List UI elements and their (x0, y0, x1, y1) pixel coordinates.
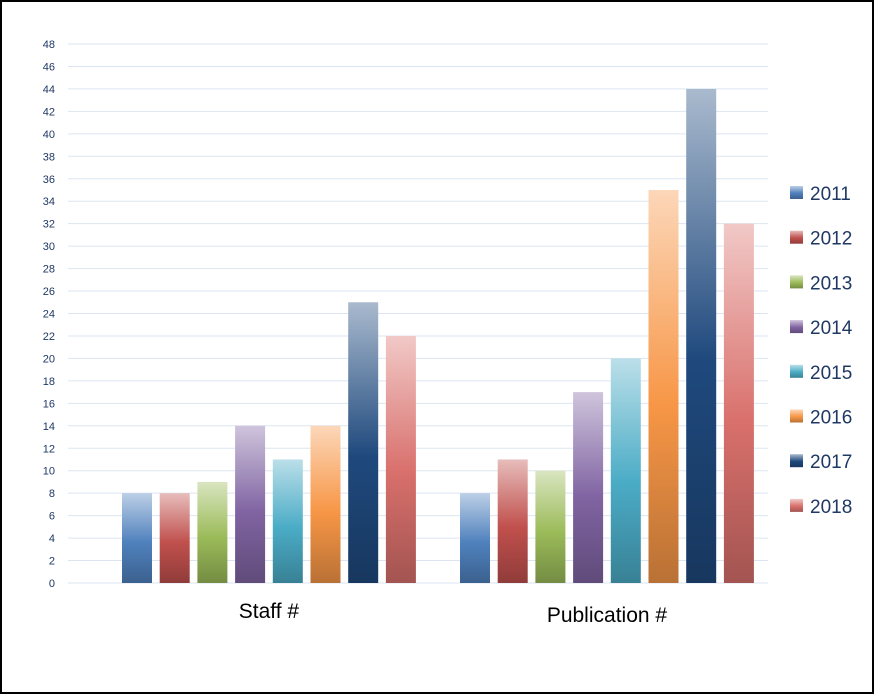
legend-label-2014: 2014 (810, 318, 853, 339)
x-category-label: Staff # (239, 600, 300, 623)
bar-2017-staff (348, 302, 379, 583)
y-tick-label: 44 (43, 84, 55, 96)
y-tick-label: 4 (49, 533, 55, 545)
bar-2016-staff (310, 425, 341, 583)
bar-2018-publication (723, 223, 754, 583)
bar-2018-staff (385, 335, 416, 583)
y-tick-label: 10 (43, 466, 55, 478)
legend-swatch-2017 (790, 454, 803, 468)
y-tick-label: 26 (43, 286, 55, 298)
y-tick-label: 30 (43, 241, 55, 253)
legend-label-2012: 2012 (810, 229, 852, 250)
y-tick-label: 36 (43, 174, 55, 186)
bar-2011-staff (122, 493, 152, 583)
bar-2013-staff (197, 481, 228, 583)
y-tick-label: 16 (43, 398, 55, 410)
y-tick-label: 8 (49, 488, 55, 500)
y-tick-label: 12 (43, 443, 55, 455)
bar-2015-publication (610, 358, 641, 583)
legend-swatch-2012 (790, 230, 803, 244)
legend: 2011 2012 2013 2014 2015 2016 2017 2018 (790, 184, 853, 518)
legend-swatch-2014 (790, 320, 803, 334)
legend-label-2013: 2013 (810, 273, 852, 294)
y-tick-label: 14 (43, 421, 55, 433)
bar-2014-publication (573, 392, 604, 583)
y-tick-label: 18 (43, 376, 55, 388)
y-tick-label: 48 (43, 39, 55, 51)
y-tick-label: 28 (43, 264, 55, 276)
legend-swatch-2016 (790, 409, 803, 423)
y-tick-label: 32 (43, 219, 55, 231)
y-tick-label: 34 (43, 196, 55, 208)
y-tick-label: 2 (49, 556, 55, 568)
y-tick-label: 0 (49, 578, 55, 590)
y-tick-label: 20 (43, 353, 55, 365)
y-tick-label: 6 (49, 511, 55, 523)
legend-label-2015: 2015 (810, 363, 852, 384)
legend-swatch-2018 (790, 498, 803, 512)
legend-label-2017: 2017 (810, 452, 852, 473)
y-tick-label: 46 (43, 61, 55, 73)
legend-swatch-2015 (790, 364, 803, 378)
x-axis-labels: Staff # Publication # (239, 600, 668, 627)
y-tick-label: 24 (43, 309, 55, 321)
bar-2011-publication (460, 493, 490, 583)
bar-2012-staff (159, 493, 190, 583)
bar-2015-staff (272, 459, 303, 583)
bars (122, 88, 754, 584)
y-tick-label: 38 (43, 151, 55, 163)
legend-swatch-2011 (790, 186, 803, 199)
bar-2017-publication (686, 88, 717, 584)
legend-label-2011: 2011 (810, 184, 851, 205)
bar-2014-staff (235, 425, 266, 583)
y-tick-label: 22 (43, 331, 55, 343)
y-tick-label: 40 (43, 129, 55, 141)
bar-2012-publication (497, 459, 528, 583)
legend-label-2016: 2016 (810, 408, 852, 429)
bar-2013-publication (535, 470, 566, 583)
legend-label-2018: 2018 (810, 497, 852, 518)
x-category-label: Publication # (547, 604, 668, 627)
y-axis-ticks: 0246810121416182022242628303234363840424… (43, 39, 55, 590)
legend-swatch-2013 (790, 275, 803, 289)
y-tick-label: 42 (43, 106, 55, 118)
bar-2016-publication (648, 189, 679, 583)
